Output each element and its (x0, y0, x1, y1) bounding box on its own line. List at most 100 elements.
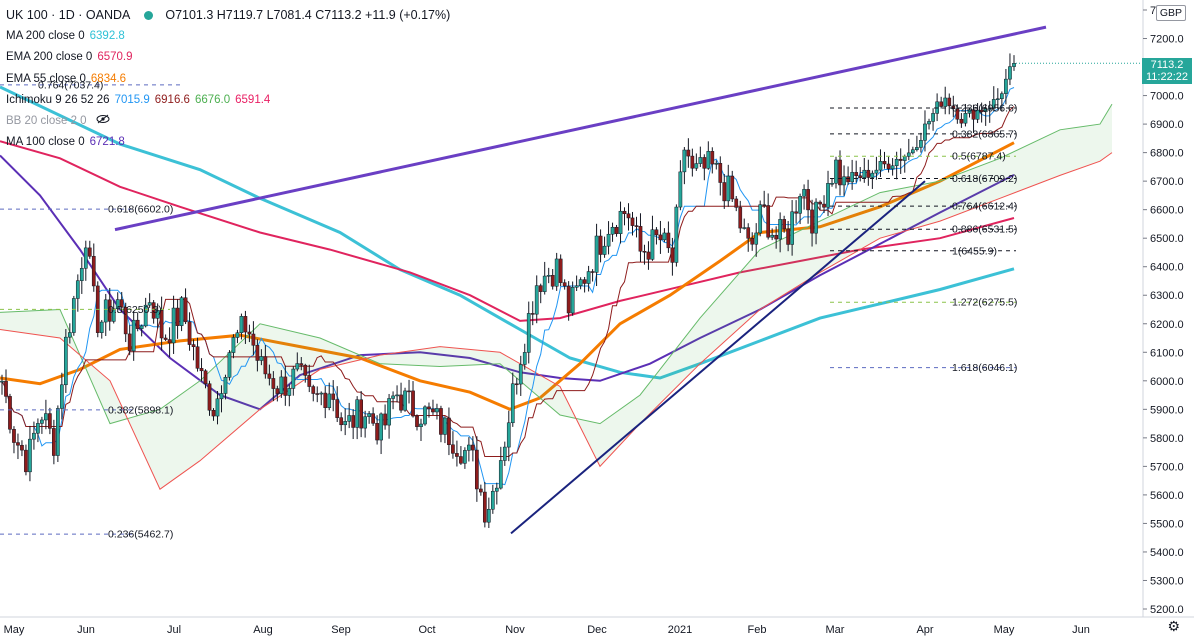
candle[interactable] (862, 157, 867, 183)
candle[interactable] (870, 170, 875, 189)
candle[interactable] (987, 100, 992, 123)
candle[interactable] (379, 412, 383, 455)
candle[interactable] (538, 283, 543, 304)
candle[interactable] (48, 407, 52, 435)
candle[interactable] (886, 156, 891, 173)
candle[interactable] (143, 297, 148, 328)
candle[interactable] (494, 482, 499, 505)
candle[interactable] (786, 220, 790, 252)
candle[interactable] (514, 377, 519, 395)
candle[interactable] (339, 412, 344, 432)
candle[interactable] (423, 405, 427, 426)
candle[interactable] (227, 350, 232, 381)
candle[interactable] (618, 201, 623, 244)
candle[interactable] (52, 419, 56, 465)
candle[interactable] (931, 108, 935, 131)
candle[interactable] (287, 384, 292, 407)
candle[interactable] (638, 213, 643, 262)
candle[interactable] (702, 154, 707, 181)
candle[interactable] (490, 484, 495, 514)
trendline-support[interactable] (510, 180, 926, 535)
candle[interactable] (323, 386, 328, 419)
candle[interactable] (67, 323, 72, 344)
candle[interactable] (1008, 53, 1012, 86)
candle[interactable] (582, 276, 587, 293)
candle[interactable] (542, 261, 547, 295)
indicator-ichimoku[interactable]: Ichimoku 9 26 52 26 7015.9 6916.6 6676.0… (6, 93, 271, 106)
candle[interactable] (866, 159, 871, 186)
candle[interactable] (427, 402, 431, 418)
candle[interactable] (566, 281, 571, 321)
candle[interactable] (16, 433, 20, 460)
candle[interactable] (882, 151, 887, 169)
ma100-line[interactable] (0, 154, 1015, 411)
candle[interactable] (391, 391, 395, 410)
candle[interactable] (718, 156, 723, 196)
candle[interactable] (943, 86, 948, 115)
candle[interactable] (730, 170, 735, 202)
candle[interactable] (975, 103, 980, 124)
candle[interactable] (135, 312, 140, 332)
candle[interactable] (510, 372, 515, 427)
indicator-ema200[interactable]: EMA 200 close 0 6570.9 (6, 51, 133, 64)
candle[interactable] (602, 236, 607, 258)
candle[interactable] (530, 301, 535, 326)
candle[interactable] (467, 437, 471, 462)
candle[interactable] (951, 95, 956, 118)
candle[interactable] (411, 381, 415, 418)
candle[interactable] (810, 199, 814, 247)
candle[interactable] (299, 357, 304, 371)
candle[interactable] (842, 165, 846, 196)
candle[interactable] (927, 118, 931, 130)
candle[interactable] (271, 371, 276, 402)
candle[interactable] (482, 481, 487, 528)
candle[interactable] (910, 146, 915, 155)
candle[interactable] (967, 107, 972, 118)
candle[interactable] (147, 293, 152, 308)
indicator-ema55[interactable]: EMA 55 close 0 6834.6 (6, 72, 127, 85)
candle[interactable] (263, 345, 268, 379)
candle[interactable] (479, 484, 483, 496)
candle[interactable] (351, 409, 356, 440)
eye-hidden-icon[interactable] (96, 111, 110, 132)
candle[interactable] (971, 104, 976, 134)
candle[interactable] (726, 164, 731, 207)
candle[interactable] (991, 86, 996, 112)
candle[interactable] (44, 399, 48, 430)
candle[interactable] (750, 232, 755, 251)
candle[interactable] (295, 352, 300, 372)
candle[interactable] (171, 295, 176, 354)
candle[interactable] (678, 160, 683, 211)
candle[interactable] (694, 153, 699, 171)
candle[interactable] (107, 287, 112, 331)
candle[interactable] (20, 440, 24, 457)
symbol-title[interactable]: UK 100 · 1D · OANDA (6, 8, 131, 22)
candle[interactable] (455, 440, 459, 467)
indicator-ma100[interactable]: MA 100 close 0 6721.8 (6, 136, 125, 149)
candle[interactable] (578, 277, 583, 290)
candle[interactable] (255, 339, 260, 372)
candle[interactable] (471, 436, 475, 462)
candle[interactable] (814, 198, 818, 245)
candle[interactable] (28, 425, 32, 482)
candle[interactable] (111, 300, 116, 324)
candle[interactable] (979, 102, 984, 123)
candle[interactable] (83, 240, 88, 281)
candle[interactable] (187, 312, 192, 351)
candle[interactable] (371, 407, 375, 426)
candle[interactable] (878, 149, 883, 177)
candle[interactable] (403, 387, 407, 412)
candle[interactable] (36, 418, 40, 443)
candle[interactable] (630, 211, 635, 236)
candle[interactable] (447, 407, 451, 456)
candle[interactable] (1012, 55, 1016, 71)
candle[interactable] (40, 416, 44, 434)
candle[interactable] (191, 339, 196, 361)
candle[interactable] (235, 329, 240, 344)
candle[interactable] (199, 358, 204, 382)
candle[interactable] (554, 252, 559, 291)
candle[interactable] (24, 444, 28, 476)
ma200-line[interactable] (0, 85, 1015, 380)
candle[interactable] (963, 103, 968, 127)
ema200-line[interactable] (0, 140, 1015, 322)
